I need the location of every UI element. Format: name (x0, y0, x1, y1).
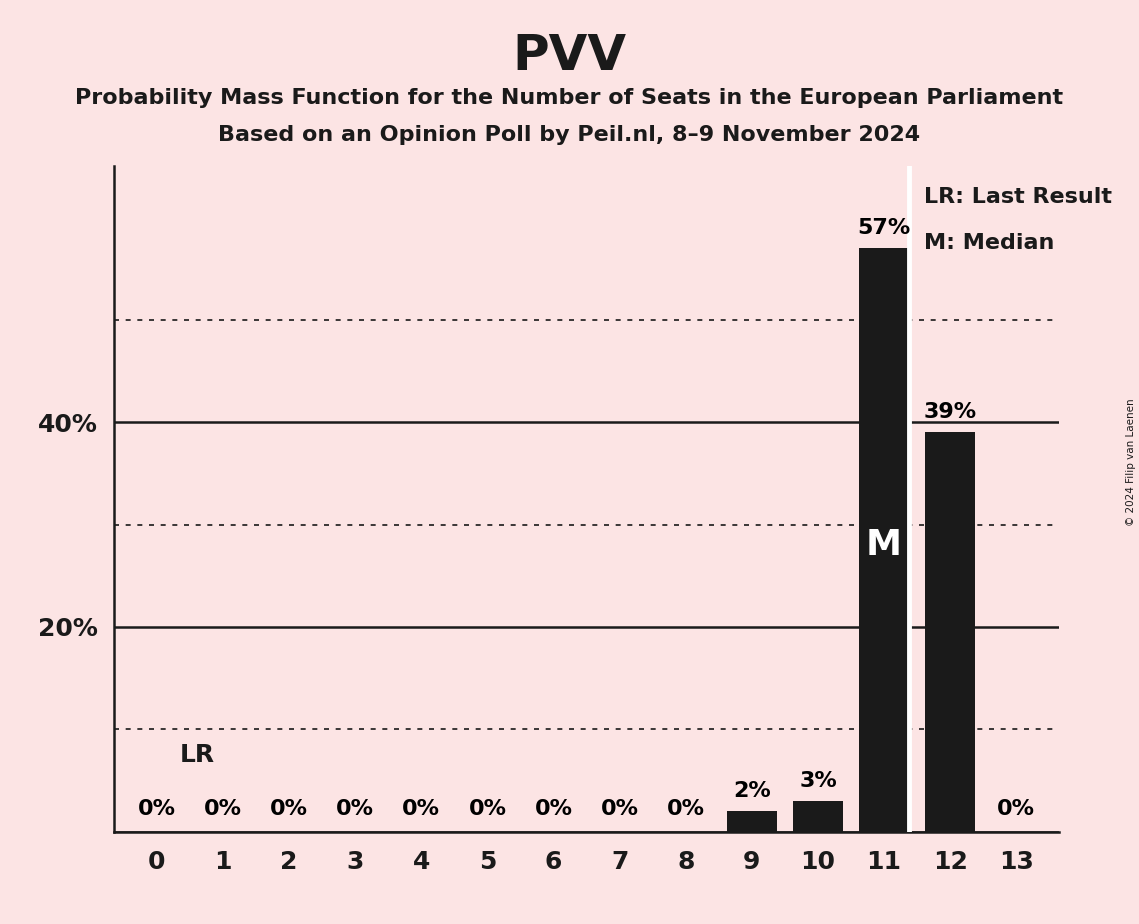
Text: PVV: PVV (513, 32, 626, 80)
Text: 0%: 0% (402, 799, 441, 820)
Text: M: Median: M: Median (924, 233, 1054, 253)
Text: 0%: 0% (600, 799, 639, 820)
Text: 2%: 2% (734, 781, 771, 801)
Text: 39%: 39% (924, 402, 977, 422)
Text: 0%: 0% (336, 799, 375, 820)
Text: © 2024 Filip van Laenen: © 2024 Filip van Laenen (1126, 398, 1136, 526)
Text: Based on an Opinion Poll by Peil.nl, 8–9 November 2024: Based on an Opinion Poll by Peil.nl, 8–9… (219, 125, 920, 145)
Text: 0%: 0% (666, 799, 705, 820)
Text: LR: Last Result: LR: Last Result (924, 187, 1112, 207)
Text: 0%: 0% (998, 799, 1035, 820)
Bar (727, 811, 777, 832)
Text: 3%: 3% (800, 771, 837, 791)
Bar (859, 249, 909, 832)
Text: 57%: 57% (858, 218, 911, 238)
Text: 0%: 0% (534, 799, 573, 820)
Bar (793, 801, 843, 832)
Text: 0%: 0% (270, 799, 308, 820)
Text: Probability Mass Function for the Number of Seats in the European Parliament: Probability Mass Function for the Number… (75, 88, 1064, 108)
Text: M: M (866, 528, 902, 562)
Text: 0%: 0% (138, 799, 175, 820)
Text: 0%: 0% (468, 799, 507, 820)
Text: LR: LR (180, 743, 215, 767)
Bar (925, 432, 975, 832)
Text: 0%: 0% (204, 799, 241, 820)
